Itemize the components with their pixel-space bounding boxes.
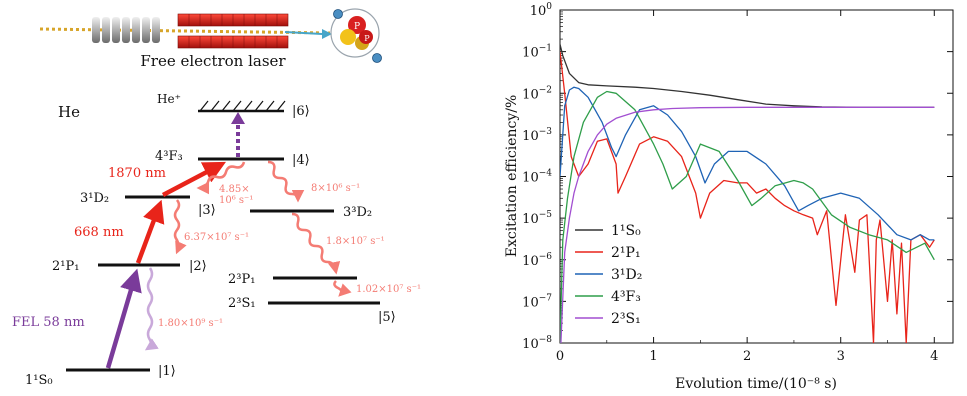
y-tick-label-7: 10−7 — [522, 293, 552, 310]
level-4-term: 4³F₃ — [155, 149, 183, 164]
proton-label-2: P — [364, 34, 370, 43]
nucleus-neutron-left — [340, 29, 356, 45]
series-line-3 — [560, 86, 935, 241]
ion-label: He⁺ — [157, 92, 181, 106]
electron-top — [333, 9, 343, 19]
y-tick-label-6: 10−6 — [522, 252, 552, 269]
nucleus-proton-top — [348, 16, 366, 34]
decay-4-to-3-arrow — [196, 161, 246, 195]
decay-4-to-3d-arrow — [267, 160, 305, 203]
y-tick-label-0: 100 — [530, 2, 553, 19]
series-line-2 — [560, 51, 935, 343]
y-tick-label-3: 10−3 — [522, 127, 552, 144]
fel-label: FEL 58 nm — [12, 315, 85, 330]
accelerator-coils — [92, 17, 160, 43]
level-5-ket: |5⟩ — [378, 310, 396, 325]
decay-2p-to-2s-arrow — [333, 280, 352, 297]
legend-label-3: 3¹D₂ — [611, 267, 642, 283]
series-line-5 — [560, 106, 935, 343]
legend: 1¹S₀ 2¹P₁ 3¹D₂ 4³F₃ 2³S₁ — [575, 223, 642, 327]
decay-3d-to-2p-rate: 1.8×10⁷ s⁻¹ — [326, 236, 385, 247]
atom-label: He — [58, 103, 80, 121]
x-tick-label-0: 0 — [556, 349, 564, 364]
decay-4-to-3-rate-b: 10⁶ s⁻¹ — [219, 195, 253, 206]
y-tick-label-5: 10−5 — [522, 210, 552, 227]
y-axis-label: Excitation efficiency/% — [504, 95, 520, 258]
decay-2-to-1-rate: 1.80×10⁹ s⁻¹ — [158, 318, 223, 329]
y-tick-label-8: 10−8 — [522, 335, 552, 352]
decay-3-to-2-rate: 6.37×10⁷ s⁻¹ — [184, 232, 249, 243]
level-4-ket: |4⟩ — [292, 153, 310, 168]
decay-3d-to-2p-arrow — [291, 212, 341, 275]
laser-beam — [284, 31, 323, 35]
laser-beam-head — [322, 29, 332, 39]
nucleus-proton-bottom — [359, 30, 373, 44]
level-2p-triplet-term: 2³P₁ — [228, 272, 255, 287]
decay-4-to-3d-rate: 8×10⁶ s⁻¹ — [311, 183, 360, 194]
level-1-term: 1¹S₀ — [25, 373, 53, 388]
undulator-magnets — [177, 13, 289, 49]
laser-caption: Free electron laser — [140, 52, 286, 70]
fel-excitation-arrow — [105, 268, 142, 369]
legend-label-4: 4³F₃ — [611, 289, 641, 305]
electron-orbit — [330, 8, 380, 58]
legend-label-2: 2¹P₁ — [611, 245, 641, 261]
ionization-arrow-head — [231, 112, 245, 124]
x-tick-label-4: 4 — [930, 349, 938, 364]
level-2-ket: |2⟩ — [189, 259, 207, 274]
decay-3-to-2-arrow — [173, 199, 187, 255]
electron-beam — [39, 27, 331, 35]
x-tick-label-2: 2 — [743, 349, 751, 364]
free-electron-laser-illustration: Free electron laser — [39, 13, 332, 70]
y-tick-label-4: 10−4 — [522, 169, 552, 186]
x-tick-label-1: 1 — [649, 349, 657, 364]
energy-level-scheme: He He⁺ |6⟩ 4³F₃ |4⟩ 3¹D₂ |3⟩ 3³D₂ 2¹P₁ |… — [12, 92, 421, 388]
x-axis-ticks: 0 1 2 3 4 — [556, 10, 938, 364]
laser-1870-arrow — [161, 161, 226, 197]
level-1-ket: |1⟩ — [158, 364, 176, 379]
y-tick-label-2: 10−2 — [522, 85, 552, 102]
x-axis-label: Evolution time/(10⁻⁸ s) — [675, 376, 837, 392]
decay-4-to-3-rate-a: 4.85× — [219, 184, 250, 195]
laser-668-label: 668 nm — [74, 225, 124, 240]
laser-1870-label: 1870 nm — [108, 166, 166, 181]
legend-label-1: 1¹S₀ — [611, 223, 641, 239]
level-2-term: 2¹P₁ — [52, 259, 79, 274]
electron-bottom — [372, 53, 382, 63]
level-3d-triplet-term: 3³D₂ — [343, 205, 372, 220]
series-line-1 — [560, 44, 935, 108]
legend-label-5: 2³S₁ — [611, 311, 641, 327]
x-tick-label-3: 3 — [837, 349, 845, 364]
level-3-term: 3¹D₂ — [80, 191, 109, 206]
level-6-ket: |6⟩ — [292, 104, 310, 119]
helium-atom-illustration: P P — [330, 8, 382, 63]
series-lines — [560, 44, 935, 343]
continuum-hatching — [199, 100, 286, 112]
level-3-ket: |3⟩ — [198, 203, 216, 218]
level-5-term: 2³S₁ — [228, 296, 256, 311]
series-line-4 — [560, 90, 935, 343]
decay-2-to-1-arrow — [144, 267, 159, 351]
excitation-chart: 100 10−1 10−2 10−3 10−4 10−5 10−6 10−7 10−8 0 1 2 3… — [504, 2, 954, 392]
proton-label-1: P — [354, 22, 360, 32]
y-tick-label-1: 10−1 — [522, 44, 552, 61]
decay-2p-to-2s-rate: 1.02×10⁷ s⁻¹ — [356, 284, 421, 295]
laser-668-arrow — [135, 199, 165, 264]
y-axis-ticks: 100 10−1 10−2 10−3 10−4 10−5 10−6 10−7 10−8 — [522, 2, 953, 352]
